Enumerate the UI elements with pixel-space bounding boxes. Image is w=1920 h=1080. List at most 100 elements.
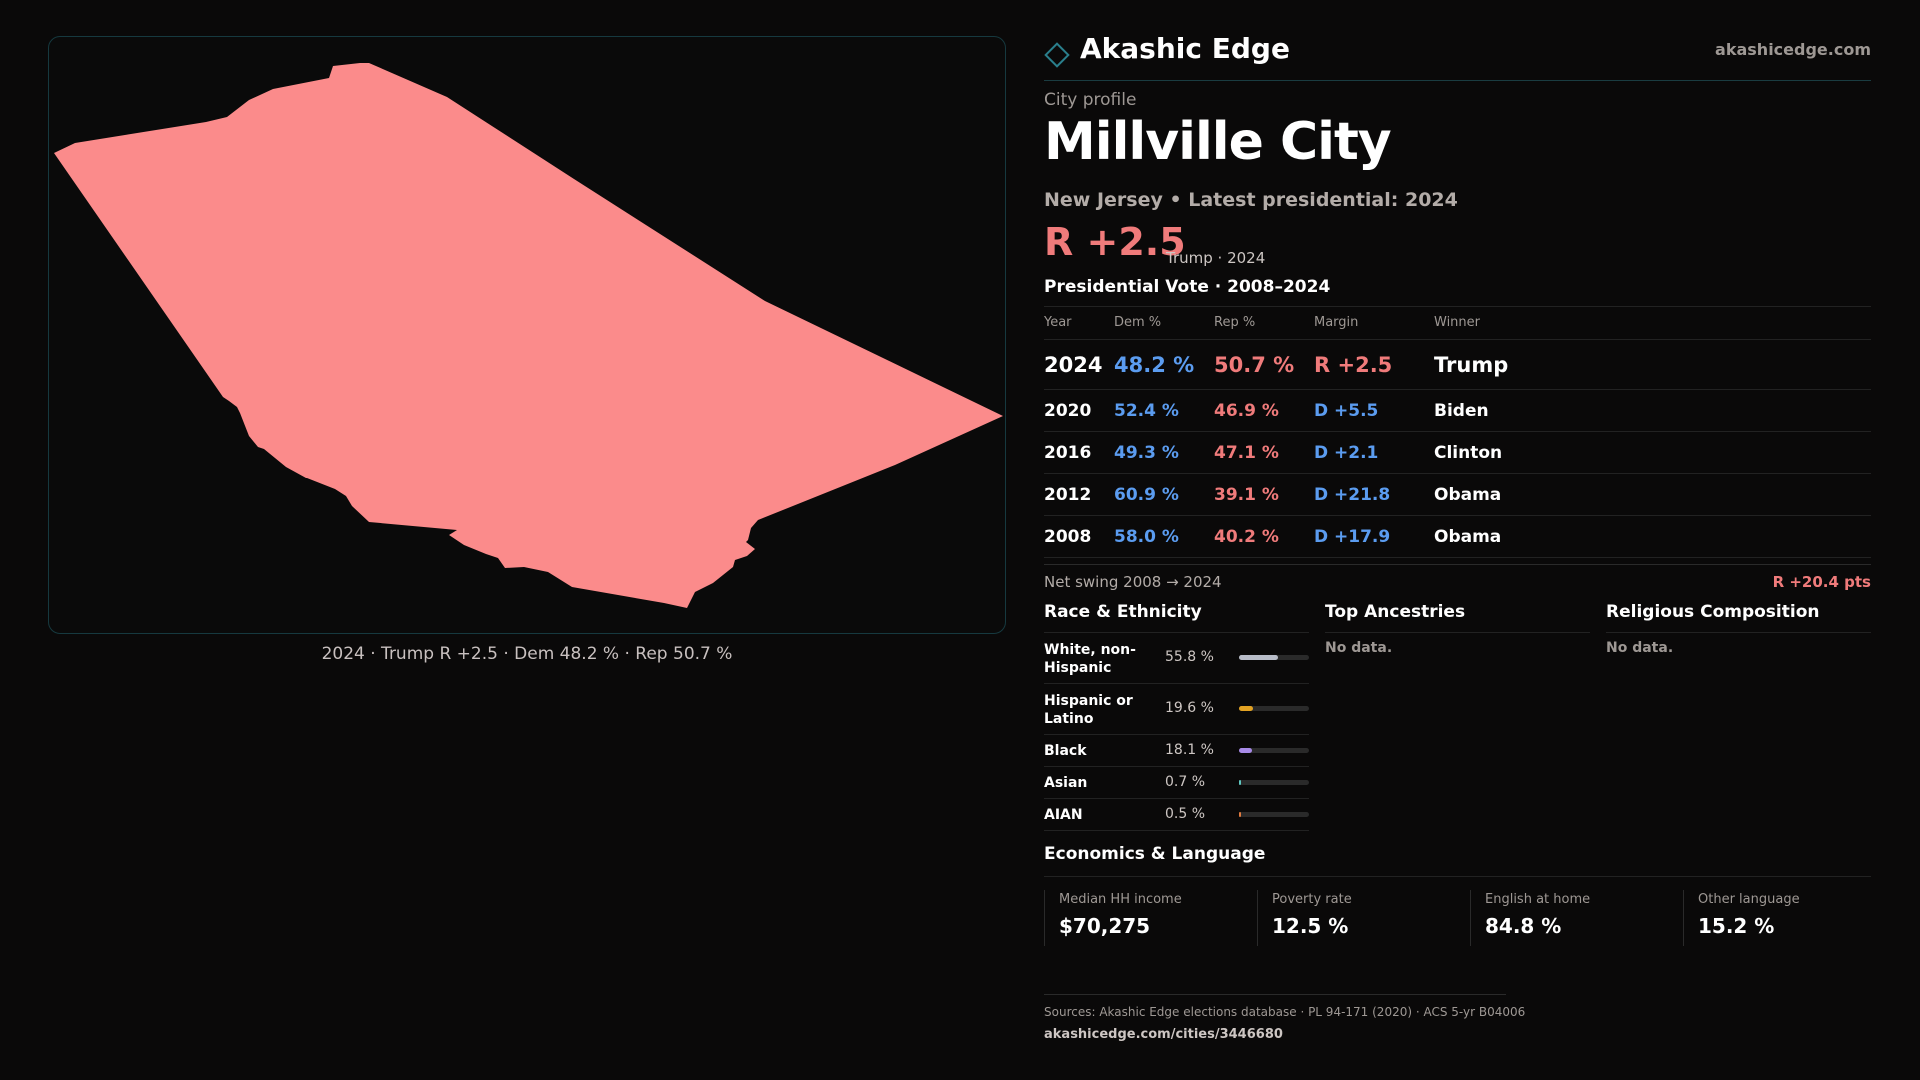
economics-cards: Median HH income $70,275 Poverty rate 12… [1044, 890, 1871, 946]
race-label: Hispanic or Latino [1044, 693, 1133, 727]
vote-margin: R +2.5 [1314, 353, 1393, 377]
race-ethnicity-section: Race & Ethnicity White, non-Hispanic 55.… [1044, 600, 1309, 831]
brand-header: Akashic Edge akashicedge.com [1044, 32, 1871, 81]
map-caption: 2024 · Trump R +2.5 · Dem 48.2 % · Rep 5… [321, 644, 733, 664]
race-bar-fill [1239, 706, 1253, 711]
econ-value: 84.8 % [1485, 914, 1562, 938]
race-row: Hispanic or Latino 19.6 % [1044, 684, 1309, 735]
economics-title: Economics & Language [1044, 844, 1266, 864]
econ-card-poverty: Poverty rate 12.5 % [1257, 890, 1457, 946]
econ-label: Median HH income [1059, 892, 1182, 907]
race-label: AIAN [1044, 807, 1083, 823]
vote-dem: 52.4 % [1114, 401, 1179, 421]
race-bar [1239, 655, 1309, 660]
vote-winner: Clinton [1434, 443, 1503, 463]
econ-value: $70,275 [1059, 914, 1151, 938]
vote-year: 2008 [1044, 527, 1092, 547]
col-winner: Winner [1434, 315, 1481, 330]
col-year: Year [1044, 315, 1072, 330]
vote-table-header: Year Dem % Rep % Margin Winner [1044, 306, 1871, 340]
race-bar [1239, 748, 1309, 753]
race-label: Asian [1044, 775, 1088, 791]
econ-value: 15.2 % [1698, 914, 1775, 938]
headline-margin-note: Trump · 2024 [1166, 249, 1266, 267]
col-dem: Dem % [1114, 315, 1162, 330]
diamond-icon [1044, 42, 1070, 68]
race-bar [1239, 706, 1309, 711]
city-boundary-shape[interactable] [54, 63, 1003, 608]
vote-dem: 58.0 % [1114, 527, 1179, 547]
race-pct: 19.6 % [1165, 700, 1214, 716]
vote-margin: D +2.1 [1314, 443, 1379, 463]
vote-rep: 46.9 % [1214, 401, 1279, 421]
vote-winner: Obama [1434, 527, 1502, 547]
page-subtitle: New Jersey • Latest presidential: 2024 [1044, 189, 1458, 211]
econ-value: 12.5 % [1272, 914, 1349, 938]
profile-eyebrow: City profile [1044, 90, 1137, 110]
net-swing-label: Net swing 2008 → 2024 [1044, 573, 1222, 591]
race-header: Race & Ethnicity [1044, 600, 1309, 633]
vote-row: 2016 49.3 % 47.1 % D +2.1 Clinton [1044, 432, 1871, 474]
religion-section: Religious Composition No data. [1606, 600, 1871, 656]
vote-winner: Trump [1434, 353, 1509, 377]
vote-margin: D +21.8 [1314, 485, 1391, 505]
col-margin: Margin [1314, 315, 1359, 330]
ancestries-section: Top Ancestries No data. [1325, 600, 1590, 656]
city-map[interactable] [48, 36, 1006, 634]
col-rep: Rep % [1214, 315, 1256, 330]
vote-margin: D +5.5 [1314, 401, 1379, 421]
race-row: Asian 0.7 % [1044, 767, 1309, 799]
race-pct: 0.5 % [1165, 806, 1206, 822]
race-section-title: Race & Ethnicity [1044, 602, 1202, 622]
vote-year: 2024 [1044, 353, 1103, 377]
vote-year: 2020 [1044, 401, 1092, 421]
net-swing-value: R +20.4 pts [1772, 573, 1871, 591]
race-bar [1239, 780, 1309, 785]
race-row: AIAN 0.5 % [1044, 799, 1309, 831]
race-pct: 18.1 % [1165, 742, 1214, 758]
vote-year: 2012 [1044, 485, 1092, 505]
econ-card-income: Median HH income $70,275 [1044, 890, 1244, 946]
vote-year: 2016 [1044, 443, 1092, 463]
race-bar-fill [1239, 655, 1279, 660]
vote-row: 2012 60.9 % 39.1 % D +21.8 Obama [1044, 474, 1871, 516]
vote-rep: 47.1 % [1214, 443, 1279, 463]
vote-rep: 50.7 % [1214, 353, 1295, 377]
footer: Sources: Akashic Edge elections database… [1044, 994, 1525, 1042]
brand-url[interactable]: akashicedge.com [1715, 40, 1871, 59]
race-row: Black 18.1 % [1044, 735, 1309, 767]
vote-rep: 39.1 % [1214, 485, 1279, 505]
vote-winner: Obama [1434, 485, 1502, 505]
footer-sources: Sources: Akashic Edge elections database… [1044, 1005, 1526, 1019]
econ-card-other-language: Other language 15.2 % [1683, 890, 1883, 946]
brand-name[interactable]: Akashic Edge [1080, 32, 1290, 65]
vote-section-title: Presidential Vote · 2008–2024 [1044, 277, 1331, 297]
vote-dem: 60.9 % [1114, 485, 1179, 505]
page-title: Millville City [1044, 112, 1392, 172]
vote-row: 2020 52.4 % 46.9 % D +5.5 Biden [1044, 390, 1871, 432]
religion-header: Religious Composition [1606, 600, 1871, 633]
race-label: Black [1044, 743, 1087, 759]
religion-title: Religious Composition [1606, 602, 1820, 622]
race-pct: 55.8 % [1165, 649, 1214, 665]
city-boundary-map [54, 63, 1003, 608]
vote-dem: 49.3 % [1114, 443, 1179, 463]
economics-header: Economics & Language [1044, 842, 1871, 877]
race-pct: 0.7 % [1165, 774, 1206, 790]
net-swing-row: Net swing 2008 → 2024 R +20.4 pts [1044, 564, 1871, 595]
ancestries-header: Top Ancestries [1325, 600, 1590, 633]
ancestries-empty: No data. [1325, 640, 1393, 656]
race-bar-fill [1239, 780, 1241, 785]
econ-label: Other language [1698, 892, 1800, 907]
vote-row: 2008 58.0 % 40.2 % D +17.9 Obama [1044, 516, 1871, 558]
econ-card-english: English at home 84.8 % [1470, 890, 1670, 946]
ancestries-title: Top Ancestries [1325, 602, 1466, 622]
vote-winner: Biden [1434, 401, 1489, 421]
vote-rep: 40.2 % [1214, 527, 1279, 547]
vote-margin: D +17.9 [1314, 527, 1391, 547]
race-bar-fill [1239, 748, 1252, 753]
vote-table: Year Dem % Rep % Margin Winner 2024 48.2… [1044, 306, 1871, 558]
race-bar [1239, 812, 1309, 817]
footer-url[interactable]: akashicedge.com/cities/3446680 [1044, 1027, 1283, 1042]
race-bar-fill [1239, 812, 1241, 817]
